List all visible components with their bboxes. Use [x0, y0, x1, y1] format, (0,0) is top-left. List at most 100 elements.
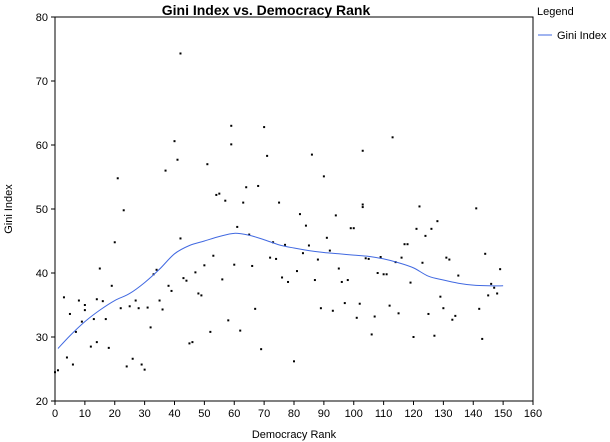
- data-point: [92, 318, 95, 321]
- data-point: [385, 273, 388, 276]
- data-point: [54, 371, 56, 374]
- data-point: [203, 264, 206, 267]
- data-point: [200, 294, 203, 297]
- data-point: [499, 268, 502, 271]
- data-point: [161, 308, 164, 311]
- trend-line: [57, 232, 504, 349]
- y-tick-label: 30: [36, 332, 48, 344]
- data-point: [239, 329, 242, 332]
- data-point: [301, 252, 304, 255]
- data-point: [448, 258, 451, 261]
- data-point: [442, 307, 445, 310]
- data-point: [367, 257, 370, 260]
- data-point: [355, 316, 358, 319]
- data-point: [391, 136, 394, 139]
- y-axis: 20 30 40 50 60 70 80: [36, 12, 55, 408]
- data-point: [257, 184, 260, 187]
- data-point: [272, 241, 275, 244]
- data-point: [307, 244, 310, 247]
- x-tick-label: 50: [198, 408, 210, 420]
- y-tick-label: 80: [36, 12, 48, 24]
- data-point: [149, 326, 152, 329]
- data-point: [206, 163, 209, 166]
- data-point: [170, 289, 173, 292]
- data-point: [140, 363, 143, 366]
- data-point: [328, 249, 331, 252]
- x-tick-label: 160: [524, 408, 542, 420]
- data-point: [146, 306, 149, 309]
- data-point: [173, 140, 176, 143]
- data-point: [179, 237, 182, 240]
- data-point: [337, 267, 340, 270]
- y-tick-label: 20: [36, 396, 48, 408]
- y-tick-label: 50: [36, 204, 48, 216]
- x-tick-label: 40: [168, 408, 180, 420]
- data-point: [116, 177, 119, 180]
- data-point: [182, 277, 185, 280]
- data-point: [95, 341, 98, 344]
- data-point: [421, 261, 424, 264]
- y-tick-label: 60: [36, 140, 48, 152]
- y-axis-label: Gini Index: [3, 184, 15, 234]
- data-point: [110, 284, 113, 287]
- data-point: [493, 286, 496, 289]
- data-point: [358, 302, 361, 305]
- data-point: [322, 175, 325, 178]
- data-point: [269, 256, 272, 259]
- data-point: [400, 256, 403, 259]
- data-point: [266, 154, 269, 157]
- data-point: [98, 267, 101, 270]
- data-point: [179, 52, 182, 55]
- data-point: [155, 268, 158, 271]
- data-point: [316, 258, 319, 261]
- legend: Legend Gini Index: [537, 6, 607, 42]
- data-point: [287, 280, 290, 283]
- data-point: [167, 284, 170, 287]
- data-point: [230, 143, 233, 146]
- data-point: [388, 304, 391, 307]
- data-point: [77, 299, 80, 302]
- data-point: [397, 312, 400, 315]
- data-point: [95, 298, 98, 301]
- data-point: [445, 256, 448, 259]
- data-point: [451, 318, 454, 321]
- data-point: [245, 186, 248, 189]
- data-point: [406, 243, 409, 246]
- data-point: [89, 345, 92, 348]
- data-point: [352, 227, 355, 230]
- x-tick-label: 140: [464, 408, 482, 420]
- data-point: [263, 126, 266, 129]
- data-point: [293, 360, 295, 363]
- data-point: [218, 192, 221, 195]
- data-point: [131, 357, 134, 360]
- plot-area: 0 10 20 30 40 50 60 70 80 90 100 110 120 130 140 150 160…: [36, 12, 542, 420]
- data-point: [113, 241, 116, 244]
- chart-title: Gini Index vs. Democracy Rank: [162, 2, 371, 18]
- data-point: [454, 314, 457, 317]
- data-point: [158, 299, 161, 302]
- data-point: [281, 276, 284, 279]
- x-tick-label: 80: [288, 408, 300, 420]
- data-point: [361, 206, 364, 209]
- data-point: [343, 302, 346, 305]
- data-point: [125, 365, 128, 368]
- data-point: [364, 257, 367, 260]
- data-point: [382, 273, 385, 276]
- data-point: [304, 224, 307, 227]
- data-point: [227, 319, 230, 322]
- data-point: [101, 300, 104, 303]
- data-point: [376, 272, 379, 274]
- data-point: [185, 279, 188, 282]
- data-point: [409, 281, 412, 284]
- data-point: [475, 207, 478, 210]
- data-point: [331, 309, 334, 312]
- data-point: [484, 252, 487, 255]
- data-point: [346, 279, 349, 282]
- data-point: [412, 336, 415, 338]
- data-point: [188, 342, 191, 345]
- data-point: [68, 312, 71, 315]
- data-point: [361, 149, 364, 152]
- data-point: [215, 193, 218, 196]
